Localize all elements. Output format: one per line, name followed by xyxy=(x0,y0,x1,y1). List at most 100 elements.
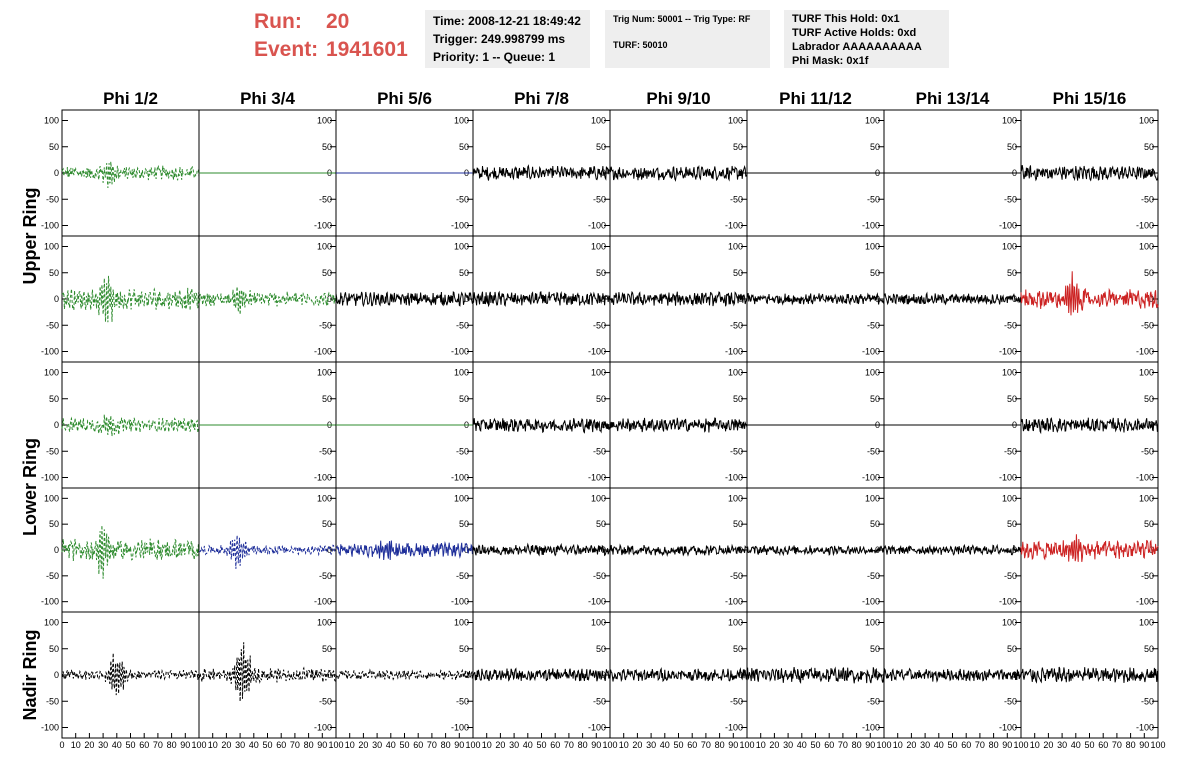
x-tick-label: 20 xyxy=(358,740,368,750)
y-tick-label: 100 xyxy=(865,242,880,252)
y-tick-label: 100 xyxy=(728,368,743,378)
waveform-trace xyxy=(746,544,885,557)
y-tick-label: -50 xyxy=(730,571,743,581)
y-tick-label: -100 xyxy=(588,473,606,483)
event-value: 1941601 xyxy=(326,38,408,61)
x-tick-label: 40 xyxy=(112,740,122,750)
y-tick-label: 50 xyxy=(870,268,880,278)
y-tick-label: -100 xyxy=(41,597,59,607)
panel-r2-c1: -100 -50 0 50 100 xyxy=(41,235,200,363)
y-tick-label: 0 xyxy=(54,168,59,178)
panel-r5-c2: -100 -50 0 50 100 xyxy=(198,611,337,739)
y-tick-label: 50 xyxy=(870,519,880,529)
y-tick-label: 100 xyxy=(44,618,59,628)
waveform-trace xyxy=(199,535,337,569)
panel-r2-c3: -100 -50 0 50 100 xyxy=(335,235,474,363)
y-tick-label: 100 xyxy=(728,493,743,503)
labrador-text: Labrador AAAAAAAAAA xyxy=(792,41,922,53)
x-tick-label: 80 xyxy=(167,740,177,750)
y-tick-label: -100 xyxy=(1136,473,1154,483)
x-tick-label: 90 xyxy=(454,740,464,750)
y-tick-label: 50 xyxy=(733,268,743,278)
x-tick-label: 50 xyxy=(399,740,409,750)
x-tick-label: 40 xyxy=(386,740,396,750)
x-tick-label: 80 xyxy=(1126,740,1136,750)
y-tick-label: 100 xyxy=(317,493,332,503)
x-tick-label: 90 xyxy=(728,740,738,750)
y-tick-label: -100 xyxy=(314,221,332,231)
y-tick-label: 100 xyxy=(454,618,469,628)
y-tick-label: 0 xyxy=(54,294,59,304)
column-header-3: Phi 5/6 xyxy=(377,89,432,108)
run-label: Run: xyxy=(254,10,302,33)
y-tick-label: 100 xyxy=(317,368,332,378)
waveform-trace xyxy=(609,543,748,557)
column-header-4: Phi 7/8 xyxy=(514,89,569,108)
x-tick-label: 100 xyxy=(328,740,343,750)
y-tick-label: 50 xyxy=(49,644,59,654)
y-tick-label: -50 xyxy=(593,194,606,204)
x-tick-label: 100 xyxy=(465,740,480,750)
y-tick-label: -50 xyxy=(46,320,59,330)
y-tick-label: -100 xyxy=(862,723,880,733)
y-tick-label: -50 xyxy=(319,571,332,581)
y-tick-label: -100 xyxy=(862,347,880,357)
x-tick-label: 40 xyxy=(660,740,670,750)
x-tick-label: 90 xyxy=(1002,740,1012,750)
y-tick-label: 100 xyxy=(454,368,469,378)
trigger-info-box: Trig Num: 50001 -- Trig Type: RF TURF: 5… xyxy=(605,10,770,68)
y-tick-label: -50 xyxy=(867,696,880,706)
y-tick-label: 50 xyxy=(322,644,332,654)
y-tick-label: 100 xyxy=(44,116,59,126)
waveform-trace xyxy=(609,290,748,307)
y-tick-label: 100 xyxy=(1139,116,1154,126)
y-tick-label: 50 xyxy=(1007,519,1017,529)
y-tick-label: -100 xyxy=(451,723,469,733)
y-tick-label: 50 xyxy=(49,268,59,278)
x-tick-label: 20 xyxy=(495,740,505,750)
trigger-text: Trigger: 249.998799 ms xyxy=(433,32,566,46)
y-tick-label: -50 xyxy=(46,194,59,204)
x-tick-label: 100 xyxy=(1150,740,1165,750)
x-tick-label: 70 xyxy=(1112,740,1122,750)
y-tick-label: -50 xyxy=(867,194,880,204)
y-tick-label: 100 xyxy=(591,116,606,126)
x-tick-label: 100 xyxy=(876,740,891,750)
y-tick-label: 100 xyxy=(728,242,743,252)
waveform-trace xyxy=(1020,271,1159,316)
y-tick-label: -50 xyxy=(46,571,59,581)
x-tick-label: 100 xyxy=(739,740,754,750)
y-tick-label: 50 xyxy=(1144,394,1154,404)
y-tick-label: 50 xyxy=(1007,268,1017,278)
column-header-5: Phi 9/10 xyxy=(646,89,710,108)
y-tick-label: 50 xyxy=(1144,142,1154,152)
y-tick-label: 50 xyxy=(459,268,469,278)
y-tick-label: -50 xyxy=(730,194,743,204)
y-tick-label: 50 xyxy=(733,394,743,404)
y-tick-label: 50 xyxy=(596,644,606,654)
y-tick-label: -50 xyxy=(456,571,469,581)
run-value: 20 xyxy=(326,10,350,33)
waveform-trace xyxy=(61,414,200,437)
x-tick-label: 90 xyxy=(591,740,601,750)
y-tick-label: -100 xyxy=(999,221,1017,231)
y-tick-label: 50 xyxy=(870,394,880,404)
x-tick-label: 0 xyxy=(59,740,64,750)
y-tick-label: -100 xyxy=(862,597,880,607)
x-tick-label: 80 xyxy=(715,740,725,750)
waveform-trace xyxy=(335,291,474,308)
y-tick-label: 100 xyxy=(591,368,606,378)
x-tick-label: 10 xyxy=(756,740,766,750)
y-tick-label: -50 xyxy=(319,320,332,330)
y-tick-label: 0 xyxy=(1149,294,1154,304)
y-tick-label: 50 xyxy=(322,268,332,278)
x-tick-label: 20 xyxy=(906,740,916,750)
y-tick-label: 100 xyxy=(44,242,59,252)
